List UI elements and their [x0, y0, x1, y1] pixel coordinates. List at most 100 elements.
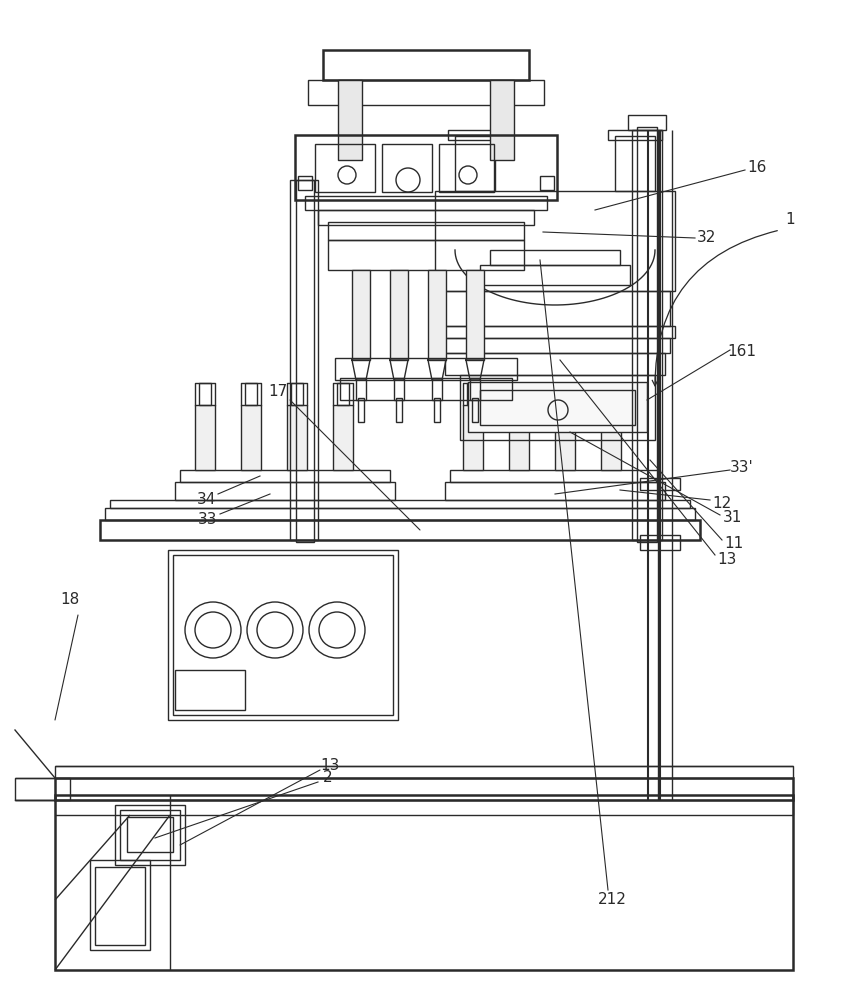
Bar	[490, 80, 514, 160]
Bar	[640, 535, 680, 550]
Bar	[315, 144, 375, 192]
Bar	[608, 130, 662, 140]
Text: 2: 2	[323, 770, 332, 786]
Bar	[615, 136, 655, 191]
Bar	[305, 196, 547, 210]
Bar	[175, 670, 245, 710]
Bar	[466, 270, 484, 360]
Bar	[328, 222, 524, 240]
Bar	[445, 482, 665, 500]
Bar	[435, 191, 675, 291]
Bar	[352, 270, 370, 360]
Bar	[628, 115, 666, 130]
Text: 18: 18	[60, 592, 80, 607]
Bar	[120, 810, 180, 860]
Bar	[513, 383, 525, 405]
Bar	[601, 405, 621, 470]
Bar	[396, 398, 402, 422]
Bar	[338, 80, 362, 160]
Bar	[298, 176, 312, 190]
Bar	[295, 135, 557, 200]
Bar	[440, 291, 670, 326]
Text: 33': 33'	[730, 460, 754, 476]
Text: 13: 13	[321, 758, 340, 772]
Text: 33: 33	[198, 512, 218, 526]
Bar	[440, 338, 670, 353]
Bar	[199, 383, 211, 405]
Bar	[460, 375, 655, 440]
Bar	[463, 405, 483, 470]
Bar	[296, 180, 314, 542]
Bar	[55, 778, 793, 800]
Text: 12: 12	[712, 495, 732, 510]
Bar	[470, 378, 480, 400]
Bar	[358, 398, 364, 422]
Bar	[390, 270, 408, 360]
Bar	[168, 550, 398, 720]
Bar	[195, 405, 215, 470]
Bar	[287, 405, 307, 470]
Bar	[559, 383, 571, 405]
Text: 16: 16	[747, 159, 767, 174]
Bar	[435, 326, 675, 338]
Bar	[490, 250, 620, 265]
Text: 212: 212	[598, 892, 627, 908]
Bar	[110, 500, 690, 508]
Bar	[15, 778, 70, 800]
Bar	[540, 176, 554, 190]
Bar	[445, 353, 665, 375]
Bar	[468, 382, 647, 432]
Bar	[115, 805, 185, 865]
Bar	[335, 358, 517, 380]
Bar	[173, 555, 393, 715]
Bar	[605, 383, 617, 405]
Bar	[637, 127, 657, 542]
Text: 32: 32	[697, 231, 717, 245]
Bar	[555, 405, 575, 470]
Bar	[90, 860, 150, 950]
Bar	[509, 405, 529, 470]
Bar	[356, 378, 366, 400]
Bar	[291, 383, 303, 405]
Bar	[318, 210, 534, 225]
Bar	[337, 383, 349, 405]
Text: 13: 13	[717, 552, 737, 568]
Bar	[439, 144, 494, 192]
Bar	[448, 130, 502, 140]
Bar	[95, 867, 145, 945]
Bar	[308, 80, 544, 105]
Text: 17: 17	[268, 384, 287, 399]
Bar	[290, 180, 318, 540]
Bar	[105, 508, 695, 520]
Bar	[245, 383, 257, 405]
Bar	[450, 470, 660, 482]
Bar	[382, 144, 432, 192]
Bar	[328, 240, 524, 270]
Bar	[480, 390, 635, 425]
Text: 11: 11	[724, 536, 744, 550]
Bar	[340, 378, 512, 400]
Bar	[323, 50, 529, 80]
Bar	[333, 405, 353, 470]
Bar	[640, 478, 680, 490]
Bar	[434, 398, 440, 422]
Bar	[394, 378, 404, 400]
Bar	[467, 383, 479, 405]
Bar	[428, 270, 446, 360]
Bar	[127, 817, 173, 852]
Bar	[55, 766, 793, 778]
Bar	[175, 482, 395, 500]
Bar	[455, 136, 495, 191]
Bar	[100, 520, 700, 540]
Text: 34: 34	[198, 491, 217, 506]
Bar	[472, 398, 478, 422]
Bar	[480, 265, 630, 285]
Bar	[241, 405, 261, 470]
Bar	[55, 795, 793, 970]
Bar	[432, 378, 442, 400]
Text: 161: 161	[728, 344, 756, 360]
Bar	[180, 470, 390, 482]
Text: 1: 1	[785, 213, 795, 228]
Bar	[632, 130, 662, 540]
Text: 31: 31	[722, 510, 742, 526]
